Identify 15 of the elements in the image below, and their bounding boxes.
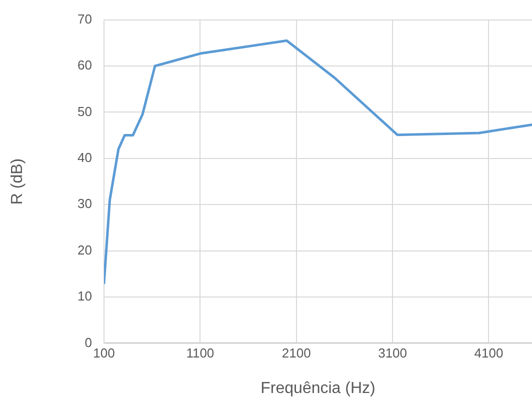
- x-tick-label: 1100: [186, 346, 214, 361]
- x-tick-label: 100: [93, 346, 115, 361]
- y-tick-label: 40: [78, 150, 92, 165]
- y-tick-label: 30: [78, 196, 92, 212]
- y-tick-label: 50: [78, 104, 92, 119]
- x-axis-title: Frequência (Hz): [260, 380, 376, 397]
- y-tick-label: 60: [78, 58, 92, 73]
- x-tick-label: 3100: [378, 346, 407, 361]
- y-tick-label: 70: [78, 11, 92, 26]
- x-tick-label: 2100: [282, 346, 311, 361]
- y-tick-label: 0: [84, 334, 92, 350]
- y-tick-label: 20: [78, 242, 92, 258]
- y-axis-title: R (dB): [9, 158, 26, 205]
- y-tick-label: 10: [78, 288, 92, 304]
- x-tick-label: 4100: [474, 346, 504, 361]
